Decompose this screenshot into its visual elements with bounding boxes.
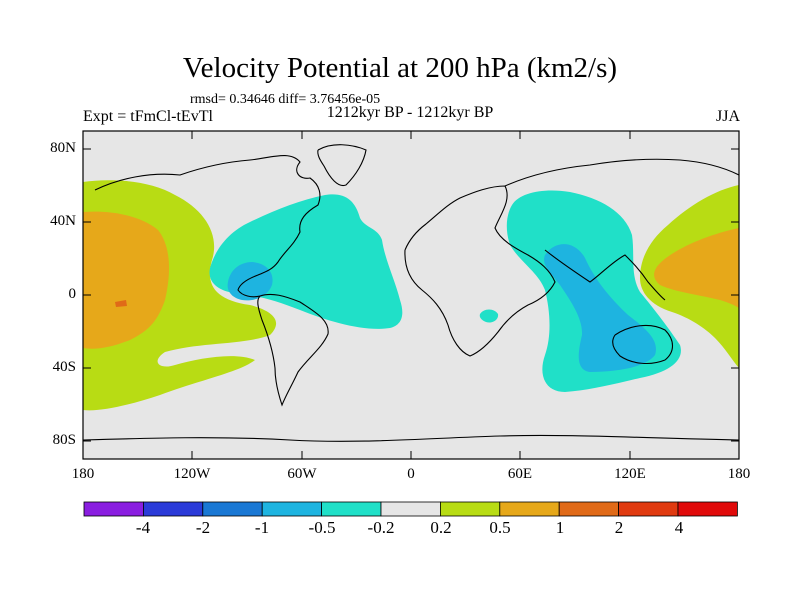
colorbar-label: -0.5 — [308, 518, 336, 537]
colorbar-label: 0.2 — [430, 518, 452, 537]
colorbar-swatch — [499, 501, 560, 517]
colorbar-swatch — [380, 501, 441, 517]
lon-tick-label: 60W — [287, 466, 317, 482]
lat-tick-label: 80N — [50, 140, 76, 156]
rmsd-diff-stats: rmsd= 0.34646 diff= 3.76456e-05 — [190, 92, 381, 107]
colorbar-label: 1 — [555, 518, 565, 537]
lon-tick-label: 0 — [407, 466, 415, 482]
coastline-south-america — [257, 293, 329, 407]
lat-tick-label: 40S — [52, 359, 76, 375]
coastline-australia — [612, 324, 674, 365]
lon-tick-label: 120W — [173, 466, 211, 482]
coastline-asia — [504, 158, 739, 301]
coastline-north-america — [94, 155, 321, 298]
positive-anomaly-small-red — [115, 300, 127, 307]
colorbar-label: 2 — [614, 518, 624, 537]
colorbar — [83, 501, 738, 517]
colorbar-swatch — [202, 501, 263, 517]
colorbar-swatch — [142, 501, 204, 517]
lat-tick-label: 40N — [50, 213, 76, 229]
axis-ticks — [82, 131, 740, 459]
colorbar-label: -0.2 — [367, 518, 395, 537]
colorbar-swatch — [618, 501, 679, 517]
coastline-greenland — [317, 144, 367, 187]
colorbar-swatch — [83, 501, 144, 517]
lon-tick-label: 120E — [614, 466, 646, 482]
small-anomaly-horn-africa — [479, 309, 499, 323]
colorbar-label: -4 — [135, 518, 151, 537]
season-label: JJA — [716, 108, 741, 125]
positive-anomaly-pacific-core — [83, 211, 170, 349]
positive-anomaly-wpacific-core — [654, 228, 739, 308]
contour-fills — [83, 180, 739, 411]
colorbar-label: 4 — [674, 518, 684, 537]
coastline-antarctica — [83, 434, 739, 442]
colorbar-label: 0.5 — [489, 518, 511, 537]
lat-tick-label: 0 — [68, 286, 77, 302]
map-title: Velocity Potential at 200 hPa (km2/s) — [182, 52, 618, 84]
experiment-label: Expt = tFmCl-tEvTl — [83, 108, 213, 125]
lon-tick-label: 180 — [71, 466, 95, 482]
colorbar-swatch — [261, 501, 323, 517]
colorbar-swatch — [558, 501, 620, 517]
coastline-europe-africa — [404, 185, 556, 357]
colorbar-swatch — [677, 501, 738, 517]
lat-tick-label: 80S — [52, 432, 76, 448]
negative-anomaly-indian-core — [544, 244, 656, 372]
colorbar-swatch — [321, 501, 382, 517]
colorbar-swatch — [439, 501, 501, 517]
colorbar-label: -2 — [195, 518, 211, 537]
period-label: 1212kyr BP - 1212kyr BP — [326, 104, 494, 121]
colorbar-label: -1 — [254, 518, 270, 537]
lon-tick-label: 60E — [507, 466, 533, 482]
coastlines — [83, 144, 739, 442]
lon-tick-label: 180 — [727, 466, 751, 482]
